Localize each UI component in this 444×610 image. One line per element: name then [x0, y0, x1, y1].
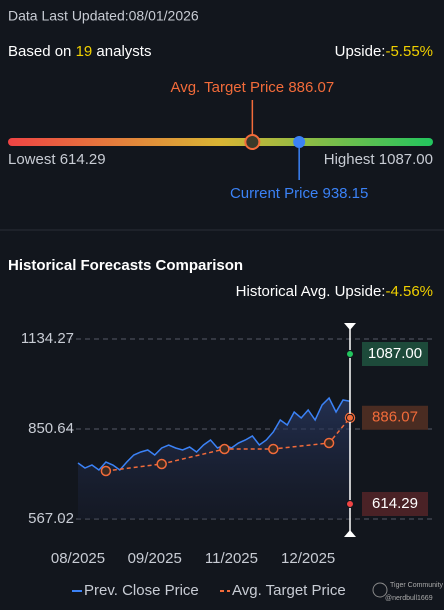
target-point [219, 443, 230, 455]
x-tick-label: 11/2025 [205, 550, 258, 567]
upside-value: -5.55% [385, 43, 433, 60]
watermark: Tiger Community [390, 582, 444, 589]
based-on: Based on 19 analysts [8, 43, 151, 60]
y-tick-label: 567.02 [28, 510, 74, 527]
current-label: Current Price 938.15 [230, 185, 368, 202]
analyst-count: 19 [76, 43, 93, 60]
subtitle-label: Historical Avg. Upside: [236, 283, 386, 300]
highest-label: Highest 1087.00 [324, 151, 433, 168]
target-label-text: Avg. Target Price [170, 79, 284, 96]
range-dot [346, 349, 354, 358]
lowest-value: 614.29 [60, 151, 106, 168]
subtitle-value: -4.56% [385, 283, 433, 300]
range-box [362, 341, 428, 366]
analysts-text: analysts [96, 43, 151, 60]
target-point [156, 458, 167, 470]
subtitle: Historical Avg. Upside:-4.56% [236, 283, 433, 300]
target-point [268, 443, 279, 455]
current-value: 938.15 [322, 185, 368, 202]
updated: Data Last Updated:08/01/2026 [8, 8, 199, 24]
target-line [105, 417, 351, 472]
x-tick-label: 12/2025 [281, 550, 335, 567]
range-dot [346, 500, 354, 509]
range-dot [346, 413, 354, 422]
target-point [100, 465, 112, 477]
target-label: Avg. Target Price 886.07 [170, 79, 334, 96]
highest-value: 1087.00 [379, 151, 433, 168]
range-box [362, 405, 428, 430]
y-tick-label: 1134.27 [21, 330, 74, 347]
target-marker [244, 134, 261, 150]
range-label: 1087.00 [368, 345, 422, 362]
highest-text: Highest [324, 151, 376, 168]
upside-label: Upside: [335, 43, 386, 60]
upside: Upside:-5.55% [335, 43, 433, 60]
chart-title: Historical Forecasts Comparison [8, 257, 243, 274]
target-value: 886.07 [288, 79, 334, 96]
range-label: 886.07 [372, 409, 418, 426]
watermark-logo [372, 582, 388, 598]
based-on-text: Based on [8, 43, 71, 60]
lowest-label: Lowest 614.29 [8, 151, 106, 168]
target-point [323, 437, 335, 449]
legend-label: Avg. Target Price [232, 582, 346, 599]
price-line [77, 396, 351, 472]
lowest-text: Lowest [8, 151, 56, 168]
current-label-text: Current Price [230, 185, 318, 202]
x-tick-label: 08/2025 [51, 550, 105, 567]
y-tick-label: 850.64 [28, 420, 74, 437]
cursor-bottom [344, 530, 356, 537]
legend-label: Prev. Close Price [84, 582, 199, 599]
range-box [362, 492, 428, 517]
x-tick-label: 09/2025 [128, 550, 182, 567]
price-area [78, 398, 350, 519]
cursor-top [344, 323, 356, 330]
gauge-bar [8, 138, 433, 146]
range-label: 614.29 [372, 495, 418, 512]
current-marker [293, 136, 306, 148]
watermark-user: @nerdbull1669 [385, 595, 433, 602]
